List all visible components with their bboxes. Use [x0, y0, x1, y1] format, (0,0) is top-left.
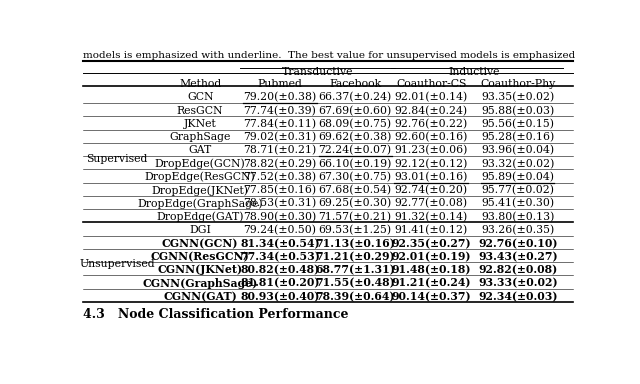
Text: 71.55(±0.48): 71.55(±0.48) [316, 278, 395, 289]
Text: 91.23(±0.06): 91.23(±0.06) [394, 145, 468, 156]
Text: 69.53(±1.25): 69.53(±1.25) [319, 225, 392, 235]
Text: 92.60(±0.16): 92.60(±0.16) [394, 132, 468, 142]
Text: CGNN(ResGCN): CGNN(ResGCN) [151, 251, 250, 262]
Text: 78.53(±0.31): 78.53(±0.31) [243, 198, 317, 209]
Text: CGNN(GCN): CGNN(GCN) [162, 238, 238, 249]
Text: ResGCN: ResGCN [177, 106, 223, 116]
Text: 95.89(±0.04): 95.89(±0.04) [481, 172, 554, 182]
Text: 79.02(±0.31): 79.02(±0.31) [243, 132, 317, 142]
Text: JKNet: JKNet [184, 119, 216, 129]
Text: 77.84(±0.11): 77.84(±0.11) [243, 119, 317, 129]
Text: DropEdge(JKNet): DropEdge(JKNet) [152, 185, 248, 195]
Text: 92.84(±0.24): 92.84(±0.24) [394, 106, 468, 116]
Text: 93.01(±0.16): 93.01(±0.16) [394, 172, 468, 182]
Text: 95.41(±0.30): 95.41(±0.30) [481, 198, 554, 209]
Text: 81.34(±0.54): 81.34(±0.54) [240, 238, 320, 249]
Text: Coauthor-CS: Coauthor-CS [396, 79, 467, 89]
Text: 68.09(±0.75): 68.09(±0.75) [319, 119, 392, 129]
Text: 92.35(±0.27): 92.35(±0.27) [391, 238, 471, 249]
Text: GAT: GAT [189, 145, 212, 155]
Text: 92.76(±0.10): 92.76(±0.10) [478, 238, 557, 249]
Text: 81.81(±0.20): 81.81(±0.20) [240, 278, 320, 289]
Text: 78.82(±0.29): 78.82(±0.29) [243, 159, 317, 169]
Text: 68.77(±1.31): 68.77(±1.31) [315, 265, 395, 275]
Text: DGI: DGI [189, 225, 211, 235]
Text: 92.77(±0.08): 92.77(±0.08) [394, 198, 468, 209]
Text: 79.20(±0.38): 79.20(±0.38) [243, 92, 317, 103]
Text: 92.76(±0.22): 92.76(±0.22) [394, 119, 468, 129]
Text: CGNN(JKNet): CGNN(JKNet) [157, 265, 243, 275]
Text: 92.01(±0.19): 92.01(±0.19) [391, 251, 471, 262]
Text: 95.77(±0.02): 95.77(±0.02) [481, 185, 554, 195]
Text: 95.88(±0.03): 95.88(±0.03) [481, 106, 554, 116]
Text: 93.43(±0.27): 93.43(±0.27) [478, 251, 557, 262]
Text: 71.13(±0.16): 71.13(±0.16) [315, 238, 395, 249]
Text: GraphSage: GraphSage [170, 132, 231, 142]
Text: GCN: GCN [187, 92, 213, 102]
Text: 93.26(±0.35): 93.26(±0.35) [481, 225, 554, 235]
Text: 72.24(±0.07): 72.24(±0.07) [319, 145, 392, 156]
Text: DropEdge(GAT): DropEdge(GAT) [156, 212, 244, 222]
Text: Method: Method [179, 79, 221, 89]
Text: 95.56(±0.15): 95.56(±0.15) [481, 119, 554, 129]
Text: 79.24(±0.50): 79.24(±0.50) [243, 225, 316, 235]
Text: 93.33(±0.02): 93.33(±0.02) [478, 278, 557, 289]
Text: 80.93(±0.40): 80.93(±0.40) [240, 291, 319, 302]
Text: 80.82(±0.48): 80.82(±0.48) [241, 265, 319, 275]
Text: 67.68(±0.54): 67.68(±0.54) [319, 185, 392, 195]
Text: 95.28(±0.16): 95.28(±0.16) [481, 132, 554, 142]
Text: 91.48(±0.18): 91.48(±0.18) [391, 265, 471, 275]
Text: 78.71(±0.21): 78.71(±0.21) [243, 145, 317, 156]
Text: DropEdge(GraphSage): DropEdge(GraphSage) [138, 198, 263, 209]
Text: 91.41(±0.12): 91.41(±0.12) [394, 225, 468, 235]
Text: DropEdge(GCN): DropEdge(GCN) [155, 159, 246, 169]
Text: 78.39(±0.64): 78.39(±0.64) [316, 291, 395, 302]
Text: 91.32(±0.14): 91.32(±0.14) [394, 212, 468, 222]
Text: 77.85(±0.16): 77.85(±0.16) [243, 185, 317, 195]
Text: DropEdge(ResGCN): DropEdge(ResGCN) [145, 172, 255, 182]
Text: 93.96(±0.04): 93.96(±0.04) [481, 145, 554, 156]
Text: 71.21(±0.29): 71.21(±0.29) [316, 251, 395, 262]
Text: Pubmed: Pubmed [257, 79, 302, 89]
Text: 69.25(±0.30): 69.25(±0.30) [319, 198, 392, 209]
Text: 92.12(±0.12): 92.12(±0.12) [394, 159, 468, 169]
Text: 93.32(±0.02): 93.32(±0.02) [481, 159, 555, 169]
Text: Unsupervised: Unsupervised [79, 260, 155, 270]
Text: 77.74(±0.39): 77.74(±0.39) [243, 106, 316, 116]
Text: 71.57(±0.21): 71.57(±0.21) [319, 212, 392, 222]
Text: Supervised: Supervised [86, 154, 148, 164]
Text: Coauthor-Phy: Coauthor-Phy [480, 79, 556, 89]
Text: 78.90(±0.30): 78.90(±0.30) [243, 212, 317, 222]
Text: CGNN(GAT): CGNN(GAT) [163, 291, 237, 302]
Text: 66.10(±0.19): 66.10(±0.19) [319, 159, 392, 169]
Text: Inductive: Inductive [449, 67, 500, 77]
Text: 93.80(±0.13): 93.80(±0.13) [481, 212, 555, 222]
Text: 67.30(±0.75): 67.30(±0.75) [319, 172, 392, 182]
Text: Facebook: Facebook [329, 79, 381, 89]
Text: 77.34(±0.53): 77.34(±0.53) [240, 251, 320, 262]
Text: 4.3   Node Classification Performance: 4.3 Node Classification Performance [83, 308, 349, 321]
Text: models is emphasized with underline.  The best value for unsupervised models is : models is emphasized with underline. The… [83, 51, 605, 60]
Text: 92.01(±0.14): 92.01(±0.14) [394, 92, 468, 103]
Text: 66.37(±0.24): 66.37(±0.24) [319, 92, 392, 103]
Text: 67.69(±0.60): 67.69(±0.60) [319, 106, 392, 116]
Text: 92.82(±0.08): 92.82(±0.08) [478, 265, 557, 275]
Text: 93.35(±0.02): 93.35(±0.02) [481, 92, 554, 103]
Text: 91.21(±0.24): 91.21(±0.24) [391, 278, 471, 289]
Text: 90.14(±0.37): 90.14(±0.37) [391, 291, 471, 302]
Text: 69.62(±0.38): 69.62(±0.38) [319, 132, 392, 142]
Text: Transductive: Transductive [282, 67, 353, 77]
Text: 92.34(±0.03): 92.34(±0.03) [478, 291, 557, 302]
Text: 92.74(±0.20): 92.74(±0.20) [394, 185, 468, 195]
Text: 77.52(±0.38): 77.52(±0.38) [243, 172, 317, 182]
Text: CGNN(GraphSage): CGNN(GraphSage) [143, 278, 258, 289]
